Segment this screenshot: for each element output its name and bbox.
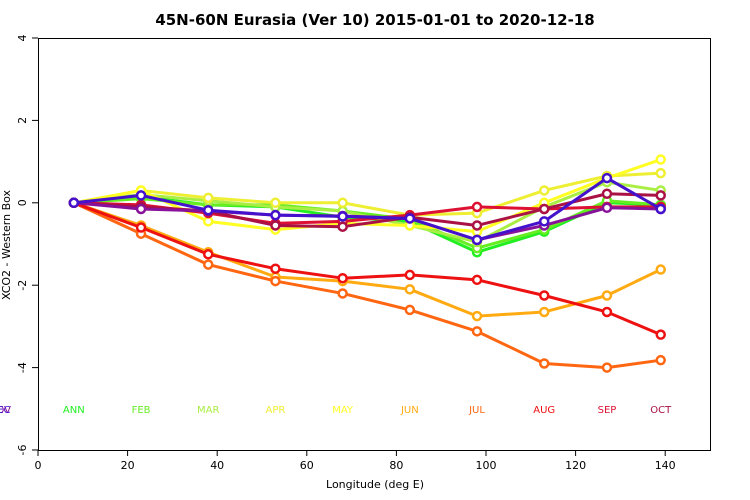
- y-tick-label: -4: [16, 362, 29, 373]
- data-point: [655, 167, 666, 179]
- data-point: [471, 310, 483, 322]
- data-point: [601, 290, 613, 301]
- legend-item-may: MAY: [332, 405, 354, 416]
- data-point: [538, 306, 550, 318]
- data-point: [538, 290, 550, 301]
- legend: ANN FEB MAR APR MAY JUN JUL AUG SEP OCT NOVDEC: [0, 405, 672, 416]
- y-tick-label: -6: [16, 445, 29, 456]
- x-tick-label: 140: [655, 459, 676, 472]
- series-dec: [68, 172, 666, 246]
- data-point: [270, 263, 281, 274]
- x-tick-label: 100: [476, 459, 497, 472]
- data-point: [655, 354, 666, 366]
- x-tick-label: 20: [121, 459, 135, 472]
- x-tick-label: 0: [35, 459, 42, 472]
- y-tick-label: -2: [16, 280, 29, 291]
- x-tick-label: 120: [565, 459, 586, 472]
- legend-item-jun: JUN: [400, 405, 419, 416]
- data-point: [337, 197, 348, 209]
- legend-item-nov: NOV: [0, 405, 11, 416]
- data-point: [655, 329, 666, 340]
- data-point: [404, 304, 416, 316]
- data-point: [68, 197, 80, 209]
- data-point: [202, 192, 214, 204]
- data-point: [601, 172, 613, 184]
- legend-item-dec: DEC: [0, 405, 11, 416]
- data-point: [471, 274, 483, 286]
- data-point: [135, 222, 147, 233]
- data-point: [538, 203, 550, 215]
- legend-item-jul: JUL: [468, 405, 485, 416]
- chart-title: 45N-60N Eurasia (Ver 10) 2015-01-01 to 2…: [155, 11, 594, 29]
- data-point: [471, 220, 483, 231]
- data-point: [601, 202, 613, 213]
- data-point: [471, 326, 483, 337]
- data-point: [601, 306, 613, 318]
- data-point: [471, 234, 483, 246]
- x-axis: 0 20 40 60 80 100 120 140: [35, 450, 676, 472]
- x-axis-label: Longitude (deg E): [326, 478, 424, 491]
- series-layer: [68, 154, 666, 373]
- series-line: [73, 176, 662, 242]
- data-point: [270, 275, 281, 287]
- data-point: [337, 221, 348, 232]
- y-tick-label: 0: [16, 199, 29, 206]
- legend-item-apr: APR: [266, 405, 286, 416]
- data-point: [404, 284, 416, 295]
- legend-item-oct: OCT: [650, 405, 672, 416]
- legend-item-sep: SEP: [598, 405, 617, 416]
- data-point: [601, 188, 613, 199]
- y-tick-label: 4: [16, 35, 29, 42]
- data-point: [538, 358, 550, 369]
- x-tick-label: 80: [389, 459, 403, 472]
- legend-item-feb: FEB: [132, 405, 151, 416]
- data-point: [337, 288, 348, 299]
- x-tick-label: 60: [300, 459, 314, 472]
- data-point: [135, 190, 147, 201]
- data-point: [538, 216, 550, 227]
- data-point: [601, 362, 613, 373]
- legend-item-aug: AUG: [533, 405, 555, 416]
- data-point: [337, 211, 348, 222]
- y-tick-label: 2: [16, 117, 29, 124]
- data-point: [655, 264, 666, 275]
- data-point: [655, 154, 666, 165]
- data-point: [538, 185, 550, 196]
- data-point: [655, 190, 666, 201]
- data-point: [404, 269, 416, 281]
- data-point: [202, 216, 214, 227]
- data-point: [337, 272, 348, 284]
- data-point: [202, 204, 214, 216]
- series-line: [73, 171, 661, 217]
- data-point: [270, 209, 281, 221]
- series-line: [73, 201, 662, 337]
- data-point: [135, 203, 147, 215]
- data-point: [202, 249, 214, 260]
- data-point: [404, 213, 416, 224]
- legend-item-mar: MAR: [197, 405, 219, 416]
- x-tick-label: 40: [210, 459, 224, 472]
- data-point: [655, 203, 666, 215]
- series-line: [73, 201, 661, 370]
- data-point: [471, 201, 483, 213]
- plot-frame: [38, 38, 711, 451]
- legend-item-ann: ANN: [63, 405, 85, 416]
- y-axis: -6 -4 -2 0 2 4: [16, 35, 38, 456]
- data-point: [270, 220, 281, 231]
- data-point: [202, 259, 214, 270]
- y-axis-label: XCO2 - Western Box: [0, 189, 13, 300]
- data-point: [270, 197, 281, 209]
- series-aug: [68, 197, 666, 340]
- series-line: [73, 158, 662, 234]
